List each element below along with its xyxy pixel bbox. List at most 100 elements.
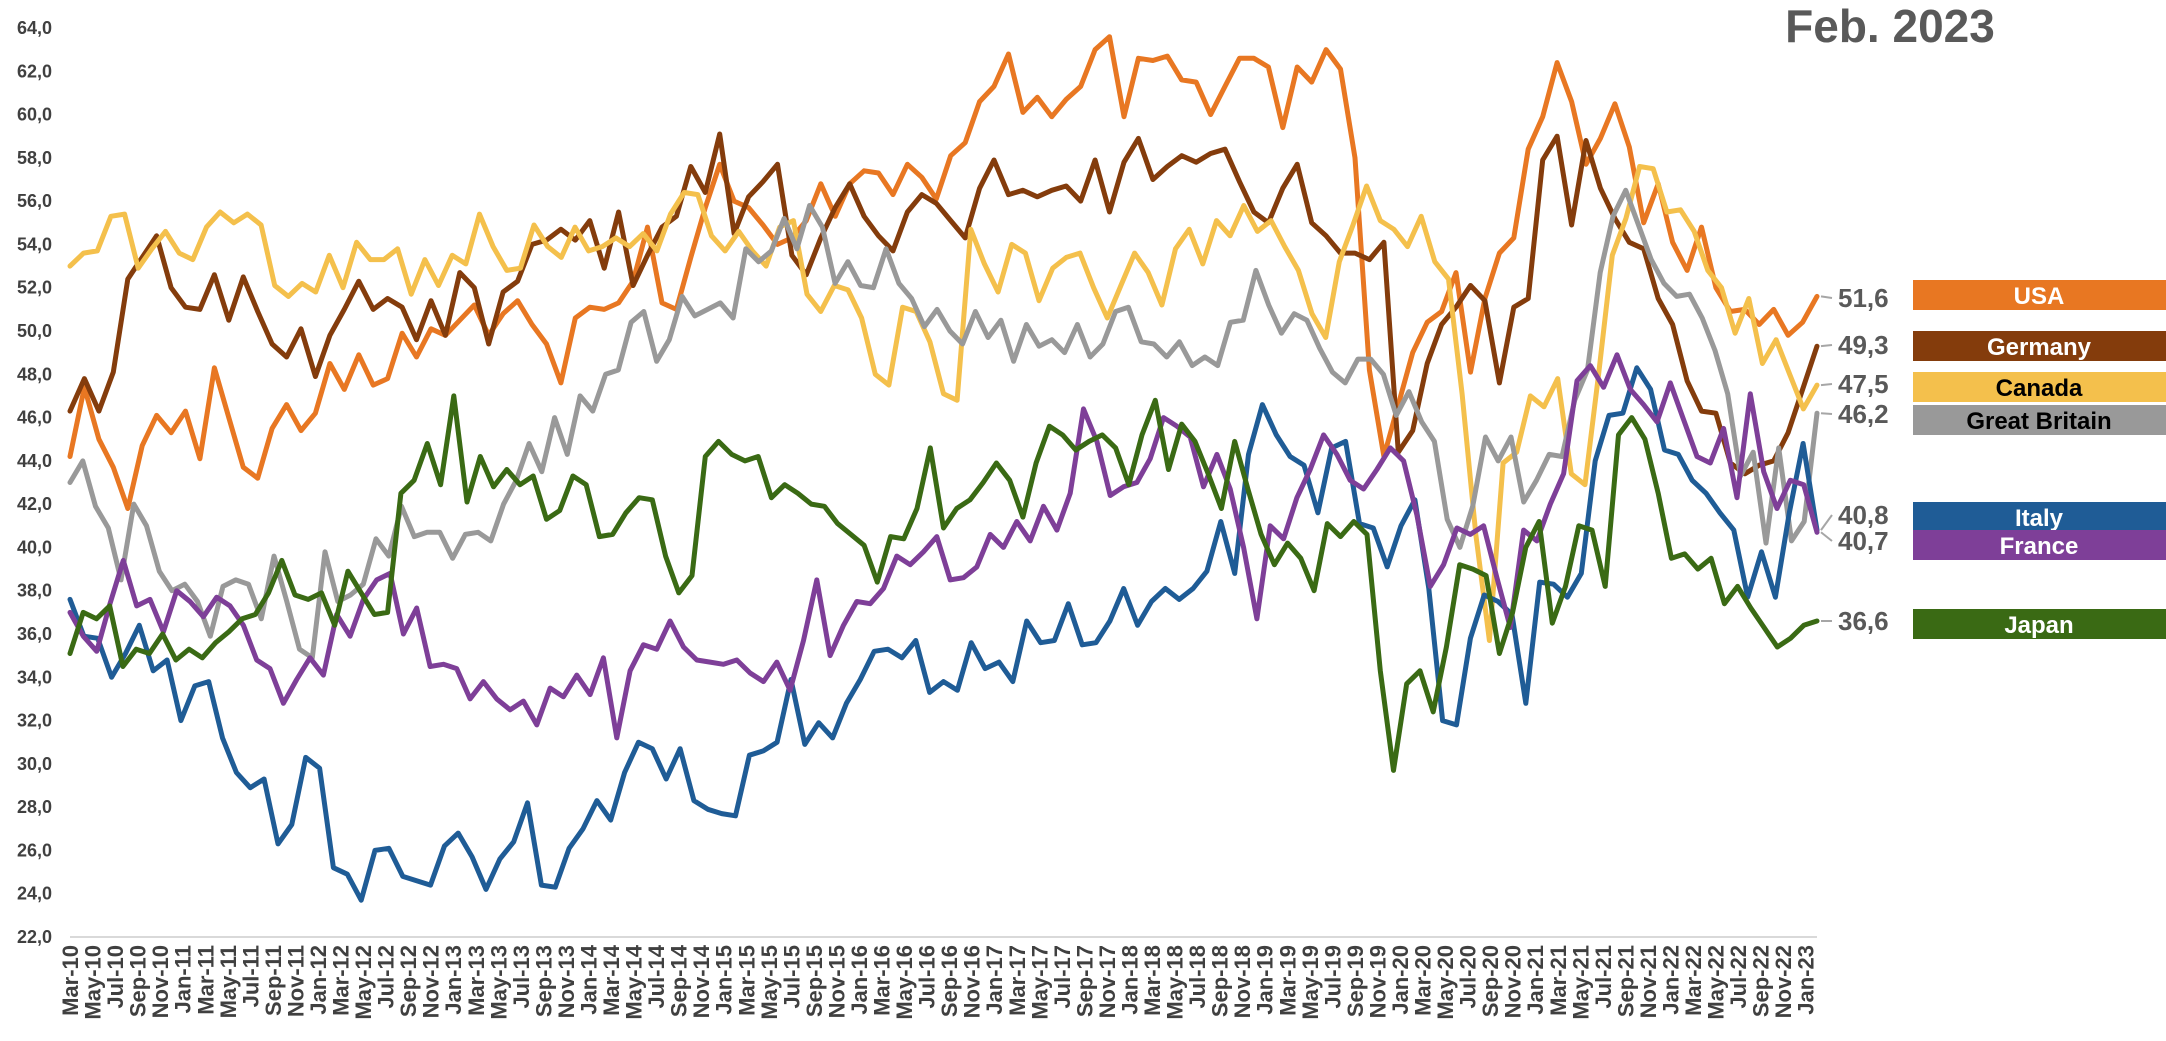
- x-tick-label: Sep-10: [126, 945, 151, 1017]
- x-tick-label: Mar-17: [1005, 945, 1030, 1016]
- x-tick-label: Jan-12: [306, 945, 331, 1015]
- x-tick-label: Jan-18: [1117, 945, 1142, 1015]
- series-line-usa: [67, 34, 1820, 511]
- legend-box-france: [1913, 530, 2166, 560]
- x-tick-label: Nov-18: [1230, 945, 1255, 1018]
- x-tick-label: Nov-10: [148, 945, 173, 1018]
- x-tick-label: Jan-19: [1253, 945, 1278, 1015]
- x-tick-label: Jul-12: [374, 945, 399, 1009]
- series-layer: [67, 34, 1820, 903]
- y-tick-label: 46,0: [17, 408, 52, 428]
- chart-title: Feb. 2023: [1785, 0, 1995, 52]
- legend-box-canada: [1913, 372, 2166, 402]
- x-tick-label: Jul-15: [779, 945, 804, 1009]
- x-tick-label: Mar-10: [58, 945, 83, 1016]
- y-tick-label: 34,0: [17, 667, 52, 687]
- x-tick-label: Jul-16: [915, 945, 940, 1009]
- x-tick-label: Jan-13: [441, 945, 466, 1015]
- x-tick-label: Mar-22: [1681, 945, 1706, 1016]
- y-tick-label: 44,0: [17, 451, 52, 471]
- legend-box-usa: [1913, 280, 2166, 310]
- x-tick-label: May-11: [216, 945, 241, 1018]
- x-tick-label: Jan-15: [712, 945, 737, 1015]
- legend-box-great-britain: [1913, 405, 2166, 435]
- y-tick-label: 56,0: [17, 191, 52, 211]
- y-tick-label: 22,0: [17, 927, 52, 947]
- x-tick-label: Jul-14: [644, 944, 669, 1008]
- legend-label-japan: Japan: [2004, 612, 2073, 639]
- x-tick-label: Mar-13: [464, 945, 489, 1016]
- y-tick-label: 28,0: [17, 797, 52, 817]
- x-tick-label: Nov-17: [1095, 945, 1120, 1018]
- legend: 51,6 USA 49,3 Germany 47,5 Canada 46,2 Great Br…: [1820, 280, 2166, 639]
- x-tick-label: Mar-16: [870, 945, 895, 1016]
- x-tick-label: May-19: [1298, 945, 1323, 1020]
- x-tick-label: May-12: [351, 945, 376, 1020]
- x-tick-label: Sep-18: [1208, 945, 1233, 1017]
- leader-line-italy: [1820, 514, 1833, 531]
- x-tick-label: Nov-16: [960, 945, 985, 1018]
- x-tick-label: Jul-22: [1726, 945, 1751, 1009]
- x-tick-label: Nov-11: [283, 945, 308, 1017]
- end-value-great-britain: 46,2: [1838, 399, 1889, 429]
- series-line-canada: [67, 164, 1820, 643]
- x-tick-label: Nov-12: [419, 945, 444, 1018]
- y-tick-label: 64,0: [17, 18, 52, 38]
- series-line-germany: [67, 131, 1820, 477]
- x-tick-label: Jul-10: [103, 945, 128, 1009]
- series-line-italy: [67, 365, 1820, 903]
- x-tick-label: Sep-19: [1343, 945, 1368, 1017]
- legend-label-usa: USA: [2014, 283, 2065, 310]
- legend-box-japan: [1913, 609, 2166, 639]
- x-tick-label: Mar-20: [1411, 945, 1436, 1016]
- leader-line-great-britain: [1820, 412, 1833, 415]
- end-value-japan: 36,6: [1838, 606, 1889, 636]
- x-tick-label: Jan-11: [171, 945, 196, 1014]
- y-tick-label: 62,0: [17, 61, 52, 81]
- legend-label-italy: Italy: [2015, 505, 2064, 532]
- y-tick-label: 54,0: [17, 234, 52, 254]
- x-tick-label: Mar-14: [599, 944, 624, 1016]
- end-value-usa: 51,6: [1838, 283, 1889, 313]
- legend-label-canada: Canada: [1996, 375, 2083, 402]
- x-tick-label: Mar-18: [1140, 945, 1165, 1016]
- x-tick-label: Sep-13: [531, 945, 556, 1017]
- x-tick-label: Jan-22: [1658, 945, 1683, 1015]
- x-tick-label: Sep-20: [1478, 945, 1503, 1017]
- x-tick-label: Jan-17: [982, 945, 1007, 1015]
- end-value-france: 40,7: [1838, 526, 1889, 556]
- x-tick-label: May-14: [622, 944, 647, 1019]
- y-tick-label: 26,0: [17, 840, 52, 860]
- x-tick-label: Sep-16: [937, 945, 962, 1017]
- x-tick-label: Sep-17: [1072, 945, 1097, 1017]
- x-tick-label: May-10: [81, 945, 106, 1020]
- end-value-germany: 49,3: [1838, 330, 1889, 360]
- x-tick-label: Nov-19: [1365, 945, 1390, 1018]
- x-tick-label: Sep-15: [802, 945, 827, 1017]
- x-tick-label: Jul-21: [1591, 945, 1616, 1009]
- y-tick-label: 24,0: [17, 884, 52, 904]
- y-tick-label: 38,0: [17, 581, 52, 601]
- x-tick-label: Mar-15: [734, 945, 759, 1016]
- y-tick-label: 50,0: [17, 321, 52, 341]
- leader-line-france: [1820, 531, 1833, 542]
- x-tick-label: Mar-11: [193, 945, 218, 1015]
- x-tick-label: May-17: [1027, 945, 1052, 1020]
- x-tick-label: May-15: [757, 945, 782, 1020]
- series-line-japan: [67, 393, 1820, 773]
- y-tick-label: 30,0: [17, 754, 52, 774]
- leader-line-canada: [1820, 383, 1833, 387]
- x-tick-label: Sep-11: [261, 945, 286, 1016]
- x-tick-label: May-20: [1433, 945, 1458, 1020]
- x-tick-label: Jul-18: [1185, 945, 1210, 1009]
- x-tick-label: May-21: [1568, 945, 1593, 1020]
- legend-label-great-britain: Great Britain: [1966, 408, 2111, 435]
- x-tick-label: May-22: [1704, 945, 1729, 1020]
- x-tick-label: May-13: [486, 945, 511, 1020]
- x-tick-label: Mar-21: [1546, 945, 1571, 1016]
- x-tick-label: Jul-19: [1320, 945, 1345, 1009]
- y-tick-label: 48,0: [17, 364, 52, 384]
- x-tick-label: Jul-20: [1456, 945, 1481, 1009]
